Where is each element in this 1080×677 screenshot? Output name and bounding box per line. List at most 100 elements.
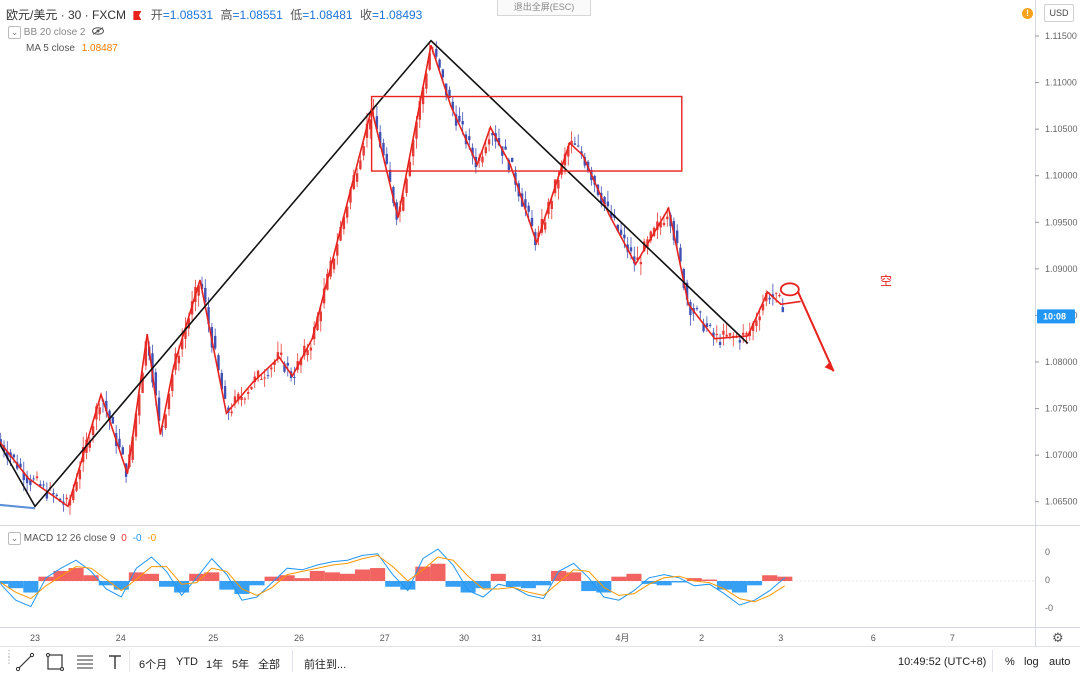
trendline-tool-icon[interactable] xyxy=(15,652,35,672)
candle-body xyxy=(580,151,583,155)
candle-body xyxy=(728,333,732,336)
candle-body xyxy=(270,367,273,370)
candle-body xyxy=(510,157,514,163)
close-label: 收 xyxy=(359,8,372,22)
range-1y-button[interactable]: 1年 xyxy=(206,659,224,671)
candle-body xyxy=(468,136,471,141)
macd-histogram-bar xyxy=(611,576,627,581)
clock-timezone[interactable]: 10:49:52 (UTC+8) xyxy=(898,656,987,668)
candle-body xyxy=(309,347,313,351)
candle-body xyxy=(233,396,237,404)
candle-body xyxy=(715,334,718,336)
price-chart[interactable]: 1.11500 1.11000 1.10500 1.10000 1.09500 1.090… xyxy=(0,0,1080,646)
macd-histogram-bar xyxy=(309,570,325,581)
candle-body xyxy=(293,376,296,378)
candle-body xyxy=(283,363,286,372)
candle-body xyxy=(550,201,553,209)
candle-body xyxy=(619,229,623,235)
candle-body xyxy=(299,358,303,366)
range-ytd-button[interactable]: YTD xyxy=(176,656,198,668)
alert-icon[interactable]: ! xyxy=(1022,8,1033,19)
candle-body xyxy=(157,397,161,421)
candle-body xyxy=(487,139,491,145)
candle-body xyxy=(781,307,784,313)
close-value: =1.08493 xyxy=(371,8,423,22)
candle-body xyxy=(220,373,223,390)
range-all-button[interactable]: 全部 xyxy=(258,659,280,671)
candle-body xyxy=(177,355,181,364)
open-label: 开 xyxy=(150,8,163,22)
candle-body xyxy=(458,115,461,122)
time-tick-label: 6 xyxy=(871,633,876,643)
candle-body xyxy=(184,328,187,339)
toolbar-divider xyxy=(992,650,993,672)
log-toggle[interactable]: log xyxy=(1024,656,1039,668)
exit-fullscreen-button[interactable]: 退出全屏(ESC) xyxy=(497,0,591,16)
candle-body xyxy=(732,335,735,337)
candle-body xyxy=(448,89,451,99)
range-5y-button[interactable]: 5年 xyxy=(232,659,250,671)
open-value: =1.08531 xyxy=(162,8,214,22)
short-marker-ellipse xyxy=(779,282,800,297)
collapse-icon[interactable]: ⌄ xyxy=(8,26,21,39)
price-tick-label: 1.10000 xyxy=(1045,171,1078,181)
macd-histogram-bar xyxy=(475,581,491,589)
fib-tool-icon[interactable] xyxy=(75,652,95,672)
settings-gear-icon[interactable]: ⚙ xyxy=(1052,630,1064,645)
candle-body xyxy=(491,133,494,136)
macd-histogram-bar xyxy=(716,581,732,590)
macd-histogram-bar xyxy=(23,581,39,593)
macd-histogram-bar xyxy=(219,581,235,590)
candle-body xyxy=(388,169,392,182)
candle-body xyxy=(382,142,385,156)
ma-value: 1.08487 xyxy=(81,43,118,54)
drag-handle-icon[interactable]: ⋮ ⋮ xyxy=(4,649,14,666)
rectangle-tool-icon[interactable] xyxy=(45,652,65,672)
candle-body xyxy=(428,52,431,70)
candle-body xyxy=(75,481,78,491)
macd-histogram-bar xyxy=(128,572,144,581)
candle-body xyxy=(349,189,352,203)
percent-toggle[interactable]: % xyxy=(1005,656,1015,668)
macd-histogram-bar xyxy=(415,566,431,581)
bb-legend[interactable]: ⌄ BB 20 close 2 xyxy=(8,26,105,39)
candle-body xyxy=(392,187,395,203)
candle-body xyxy=(712,332,715,337)
price-tick-label: 1.09500 xyxy=(1045,217,1078,227)
candle-body xyxy=(504,146,507,150)
collapse-icon[interactable]: ⌄ xyxy=(8,532,21,545)
macd-histogram-bar xyxy=(762,575,778,581)
candle-body xyxy=(72,489,75,501)
macd-value-2: -0 xyxy=(132,533,142,545)
candle-body xyxy=(217,355,220,371)
candle-body xyxy=(662,222,666,226)
candle-body xyxy=(345,206,349,218)
resistance-box xyxy=(370,95,683,172)
macd-tick-label: 0 xyxy=(1045,547,1050,557)
candle-body xyxy=(573,143,577,145)
candle-body xyxy=(454,114,458,126)
candle-body xyxy=(108,410,111,421)
candle-body xyxy=(718,341,722,345)
candle-body xyxy=(243,398,247,400)
candle-body xyxy=(765,292,768,302)
candle-body xyxy=(418,100,421,120)
currency-button[interactable]: USD xyxy=(1044,4,1074,22)
candle-body xyxy=(111,417,115,424)
candle-body xyxy=(471,147,474,156)
range-6m-button[interactable]: 6个月 xyxy=(139,659,168,671)
macd-histogram-bar xyxy=(159,581,175,587)
ma-legend[interactable]: MA 5 close 1.08487 xyxy=(26,43,118,54)
macd-legend[interactable]: ⌄ MACD 12 26 close 9 0 -0 -0 xyxy=(8,532,156,545)
candle-body xyxy=(421,87,425,105)
symbol-title[interactable]: 欧元/美元 · 30 · FXCM xyxy=(6,8,127,22)
text-tool-icon[interactable] xyxy=(105,652,125,672)
auto-toggle[interactable]: auto xyxy=(1049,656,1071,668)
candle-body xyxy=(609,211,613,219)
candle-body xyxy=(524,199,527,209)
macd-tick-label: 0 xyxy=(1045,575,1050,585)
goto-date-button[interactable]: 前往到... xyxy=(304,659,347,671)
short-label: 空 xyxy=(880,274,893,288)
candle-body xyxy=(679,247,682,262)
eye-icon[interactable] xyxy=(92,27,105,38)
